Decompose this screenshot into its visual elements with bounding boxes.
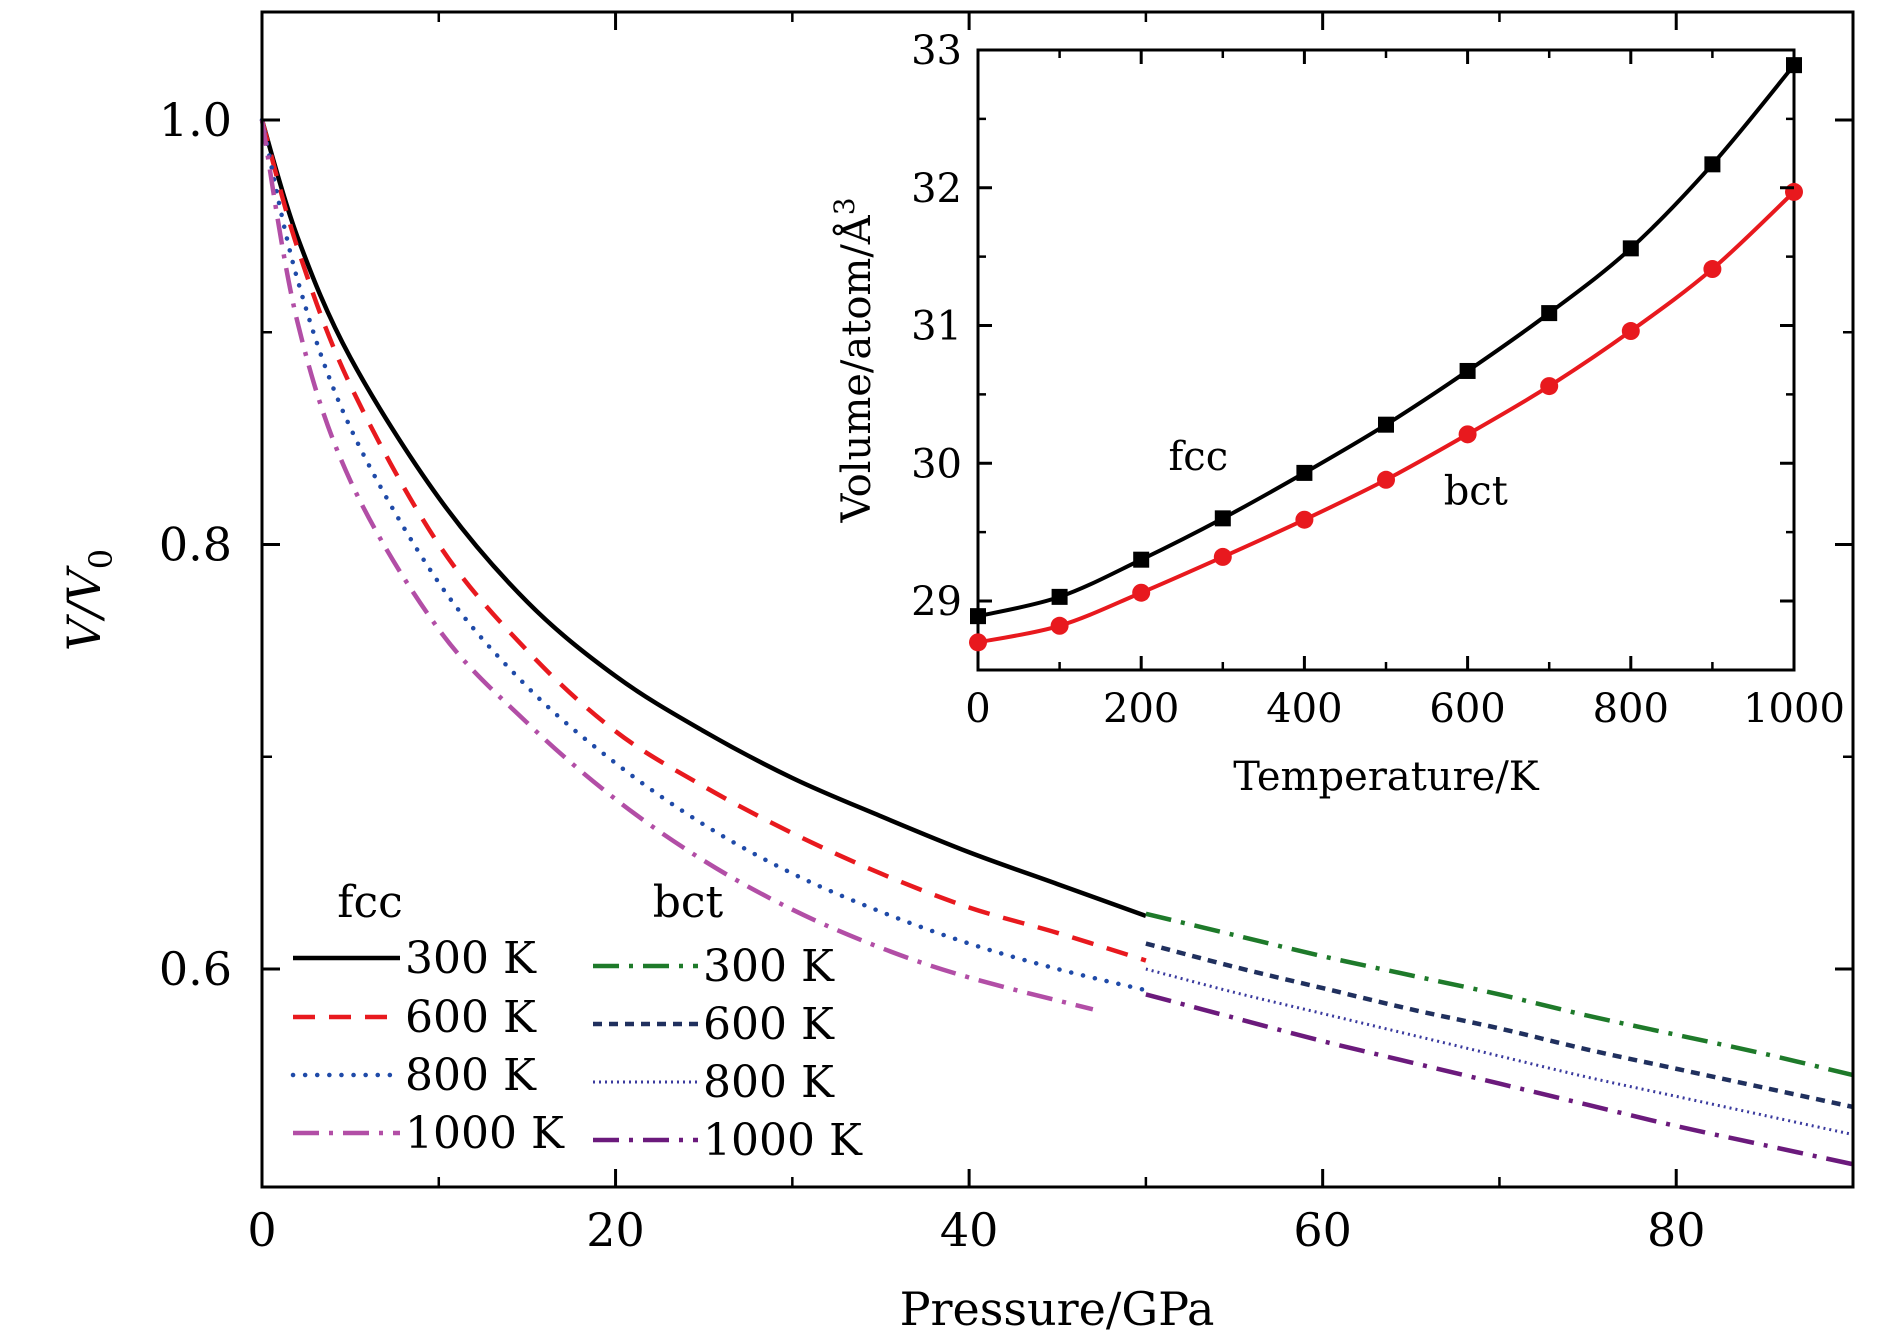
legend-label-bct-1000: 1000 K (703, 1115, 863, 1166)
inset-y-tick-label: 29 (911, 579, 962, 625)
inset-marker-bct (1785, 182, 1803, 201)
inset-annotations-group: fcc bct (1169, 434, 1508, 514)
inset-marker-fcc (1051, 588, 1068, 605)
inset-marker-fcc (1214, 510, 1231, 527)
inset-marker-bct (1540, 377, 1559, 396)
inset-x-tick-label: 400 (1266, 686, 1342, 732)
legend-label-bct-600: 600 K (703, 999, 835, 1050)
legend-label-fcc-300: 300 K (405, 933, 537, 984)
main-series-line-fcc-600 (259, 119, 1147, 963)
inset-marker-fcc (1541, 305, 1558, 322)
main-x-axis-title: Pressure/GPa (900, 1282, 1215, 1335)
inset-marker-fcc (1622, 240, 1639, 257)
main-series-line-fcc-1000 (259, 119, 1094, 1012)
inset-ticks-group: 0 200 400 600 800 1000 29 30 31 32 33 (911, 28, 1845, 732)
legend-label-bct-800: 800 K (703, 1057, 835, 1108)
inset-x-tick-label: 200 (1103, 686, 1179, 732)
main-y-axis-title-main: V/V (57, 564, 111, 651)
inset-y-tick-label: 32 (911, 166, 962, 212)
main-x-tick-label: 0 (247, 1203, 276, 1257)
inset-x-tick-label: 1000 (1743, 686, 1845, 732)
inset-marker-bct (1132, 583, 1151, 602)
inset-marker-bct (1703, 260, 1722, 279)
inset-x-tick-label: 0 (965, 686, 990, 732)
inset-y-axis-title-main: Volume/atom/Å (833, 214, 880, 523)
legend: fcc bct 300 K 600 K 800 K 1000 K 300 K 600 K 8… (290, 877, 863, 1166)
inset-y-tick-label: 30 (911, 441, 962, 487)
inset-marker-fcc (1704, 156, 1721, 173)
inset-marker-bct (1621, 322, 1640, 341)
legend-label-fcc-600: 600 K (405, 992, 537, 1043)
main-series-group (259, 117, 1854, 1167)
inset-y-tick-label: 33 (911, 28, 962, 74)
inset-marker-fcc (1296, 464, 1313, 481)
inset-annotation-bct: bct (1444, 469, 1508, 515)
inset-marker-fcc (970, 608, 986, 625)
legend-label-fcc-800: 800 K (405, 1050, 537, 1101)
main-y-tick-label: 0.8 (159, 518, 232, 572)
main-series-line-fcc-300 (259, 119, 1147, 919)
inset-marker-bct (1295, 510, 1314, 529)
legend-group-title-bct: bct (653, 877, 724, 928)
inset-plot: 0 200 400 600 800 1000 29 30 31 32 33 fcc bct Tempe… (828, 28, 1845, 800)
inset-marker-fcc (1133, 551, 1150, 568)
main-series-line-fcc-800 (259, 117, 1149, 993)
inset-y-axis-title: Volume/atom/Å3 (828, 197, 880, 523)
main-y-tick-label: 1.0 (159, 93, 232, 147)
inset-annotation-fcc: fcc (1169, 434, 1229, 480)
main-ticks-group: 0 20 40 60 80 0.6 0.8 1.0 (159, 12, 1855, 1257)
inset-marker-bct (969, 633, 987, 652)
inset-marker-bct (1377, 470, 1395, 489)
main-y-axis-title: V/V0 (57, 549, 120, 651)
main-series-line-bct-600 (1145, 941, 1854, 1110)
legend-label-bct-300: 300 K (703, 941, 835, 992)
inset-x-axis-title: Temperature/K (1233, 754, 1540, 800)
main-y-tick-label: 0.6 (159, 942, 232, 996)
main-y-axis-title-sub: 0 (82, 549, 120, 569)
main-series-line-bct-1000 (1145, 992, 1854, 1167)
inset-y-tick-label: 31 (911, 304, 962, 350)
inset-y-axis-title-sup: 3 (828, 197, 861, 215)
main-series-line-bct-300 (1145, 911, 1854, 1078)
inset-marker-bct (1213, 547, 1232, 566)
main-plot-frame (260, 10, 1855, 1189)
inset-plot-frame (976, 48, 1796, 672)
main-x-tick-label: 40 (940, 1203, 999, 1257)
inset-marker-fcc (1786, 57, 1802, 74)
main-plot: 0 20 40 60 800.60.81.0 Pressure/GPa V/V0 fcc… (57, 10, 1855, 1335)
main-x-tick-label: 20 (586, 1203, 645, 1257)
main-x-tick-label: 60 (1293, 1203, 1352, 1257)
inset-x-tick-label: 600 (1429, 686, 1505, 732)
inset-marker-fcc (1378, 416, 1394, 433)
inset-marker-bct (1050, 616, 1069, 635)
legend-group-title-fcc: fcc (337, 877, 403, 928)
legend-label-fcc-1000: 1000 K (405, 1108, 565, 1159)
inset-marker-fcc (1459, 362, 1476, 379)
inset-marker-bct (1458, 425, 1477, 444)
inset-x-tick-label: 800 (1593, 686, 1669, 732)
inset-series-line-fcc (977, 63, 1796, 619)
main-x-tick-label: 80 (1647, 1203, 1706, 1257)
